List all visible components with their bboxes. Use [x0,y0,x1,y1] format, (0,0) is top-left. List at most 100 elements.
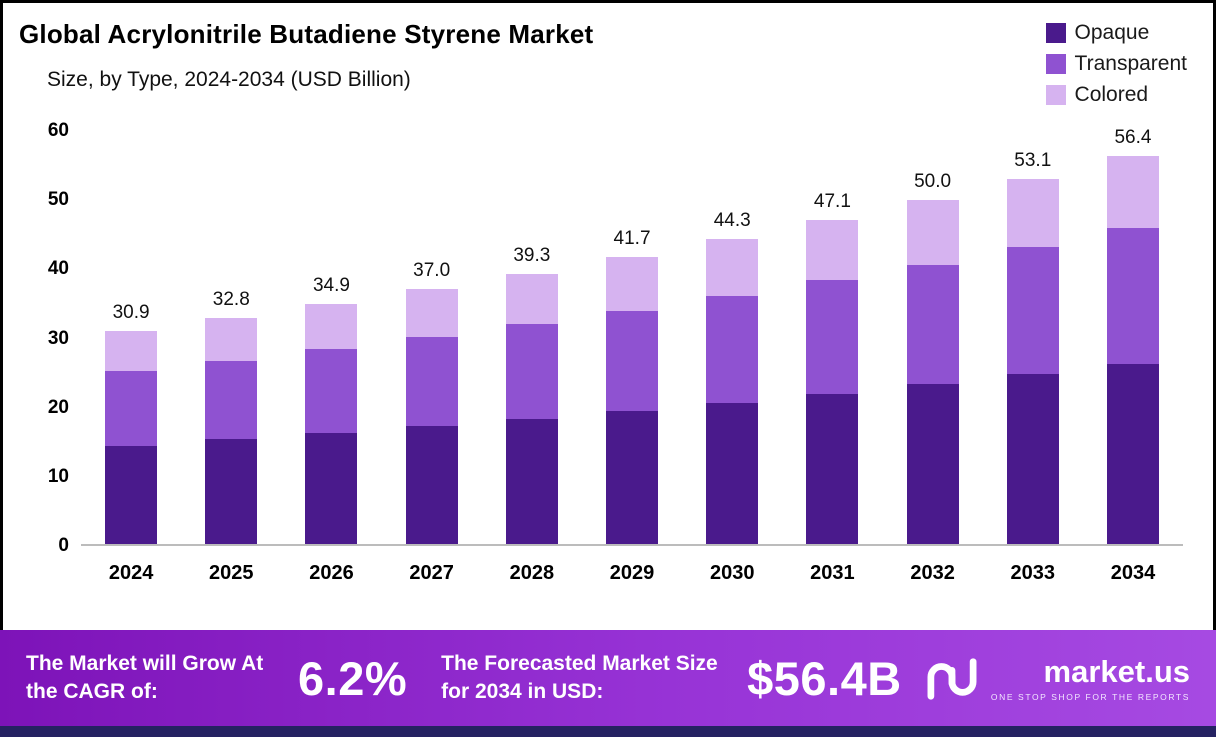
bar-segment-opaque [205,439,258,544]
x-tick-label: 2030 [709,562,755,584]
y-tick-label: 30 [47,327,69,349]
bar-stack [405,289,458,544]
bar-total-label: 41.7 [613,227,651,249]
x-axis: 2024 2025 2026 2027 2028 2029 2030 2031 2032 2033… [81,562,1183,585]
bar-2031: 47.1 [782,131,882,544]
bar-stack [205,318,258,544]
y-axis: 0 10 20 30 40 50 60 [17,120,81,556]
y-tick-label: 20 [47,396,69,418]
bar-segment-transparent [505,324,558,419]
cagr-value: 6.2% [298,651,408,705]
bar-segment-colored [505,273,558,325]
bar-segment-opaque [1006,373,1059,544]
bar-segment-colored [305,303,358,349]
legend: Opaque Transparent Colored [1045,21,1187,107]
x-tick-label: 2025 [209,562,254,584]
legend-label: Opaque [1074,21,1150,44]
bar-2028: 39.3 [482,131,582,544]
bar-segment-opaque [405,425,458,544]
bar-segment-opaque [706,402,759,544]
legend-item-transparent: Transparent [1045,52,1187,76]
bar-total-label: 53.1 [1014,149,1052,171]
y-tick-label: 40 [47,258,69,280]
bar-segment-colored [405,289,458,337]
legend-swatch [1045,23,1066,43]
chart-body: 0 10 20 30 40 50 60 30.9 32.8 34.9 37.0 39.3 41.7 44… [17,120,1183,556]
chart-titles: Global Acrylonitrile Butadiene Styrene M… [19,19,593,107]
bar-2027: 37.0 [382,131,482,544]
y-tick-label: 10 [47,465,69,487]
x-tick-label: 2032 [910,562,955,584]
brand: market.us ONE STOP SHOP FOR THE REPORTS [923,654,1190,702]
bar-segment-colored [906,199,959,265]
y-tick-label: 0 [58,535,69,556]
bar-segment-transparent [1106,228,1159,364]
bar-segment-transparent [806,280,859,394]
chart-section: Global Acrylonitrile Butadiene Styrene M… [0,0,1216,630]
bar-stack [1006,178,1059,544]
x-tick-label: 2027 [409,562,454,584]
x-tick-label: 2028 [509,562,555,584]
bar-segment-opaque [806,393,859,544]
bar-segment-opaque [1106,363,1159,544]
bar-segment-transparent [205,360,258,440]
cagr-label: The Market will Grow At the CAGR of: [26,652,264,703]
marketus-logo-icon [927,658,977,700]
bar-segment-transparent [706,296,759,403]
bar-segment-transparent [1006,246,1059,374]
bar-total-label: 39.3 [513,244,551,266]
bar-2029: 41.7 [582,131,682,544]
bar-total-label: 34.9 [312,274,350,296]
chart-subtitle: Size, by Type, 2024-2034 (USD Billion) [47,68,411,91]
bar-2025: 32.8 [181,131,281,544]
bar-stack [1106,155,1159,544]
bar-segment-colored [606,256,659,311]
chart-title: Global Acrylonitrile Butadiene Styrene M… [19,19,594,49]
bar-stack [706,239,759,544]
bar-total-label: 37.0 [413,260,451,282]
bar-segment-opaque [305,433,358,544]
bar-segment-opaque [105,445,158,544]
legend-label: Colored [1074,83,1149,106]
legend-swatch [1045,54,1066,74]
x-tick-label: 2026 [309,562,354,584]
bar-total-label: 56.4 [1114,126,1152,148]
bar-total-label: 30.9 [112,302,150,324]
bar-segment-colored [1006,178,1059,247]
x-tick-label: 2024 [108,562,154,584]
bar-segment-transparent [906,264,959,385]
bar-stack [305,303,358,544]
bar-segment-colored [806,219,859,281]
bar-total-label: 32.8 [212,289,250,311]
bar-segment-colored [706,239,759,297]
y-tick-label: 50 [47,189,69,211]
bar-stack [906,199,959,544]
brand-tagline: ONE STOP SHOP FOR THE REPORTS [990,692,1190,702]
brand-text: market.us ONE STOP SHOP FOR THE REPORTS [991,654,1190,702]
bar-2033: 53.1 [983,131,1083,544]
plot-area: 30.9 32.8 34.9 37.0 39.3 41.7 44.3 47.1 50.0 53.1… [81,127,1183,546]
bar-segment-transparent [105,371,158,446]
banner: The Market will Grow At the CAGR of: 6.2… [0,630,1216,726]
bottom-strip [0,726,1216,737]
bar-total-label: 44.3 [713,210,751,232]
bar-segment-transparent [405,336,458,426]
bar-2026: 34.9 [281,131,381,544]
bar-2034: 56.4 [1083,127,1183,544]
bar-segment-opaque [505,418,558,544]
x-tick-label: 2034 [1110,562,1156,584]
bar-total-label: 50.0 [914,170,952,192]
bar-segment-colored [105,331,158,372]
bar-segment-colored [205,318,258,361]
bar-2032: 50.0 [883,131,983,544]
bar-segment-colored [1106,155,1159,229]
forecast-label: The Forecasted Market Size for 2034 in U… [441,652,718,703]
forecast-value: $56.4B [747,651,902,705]
bar-total-label: 47.1 [813,190,851,212]
x-tick-label: 2031 [810,562,855,584]
legend-item-colored: Colored [1045,83,1187,107]
legend-item-opaque: Opaque [1045,21,1187,45]
bar-segment-transparent [606,310,659,412]
x-tick-label: 2033 [1010,562,1056,584]
